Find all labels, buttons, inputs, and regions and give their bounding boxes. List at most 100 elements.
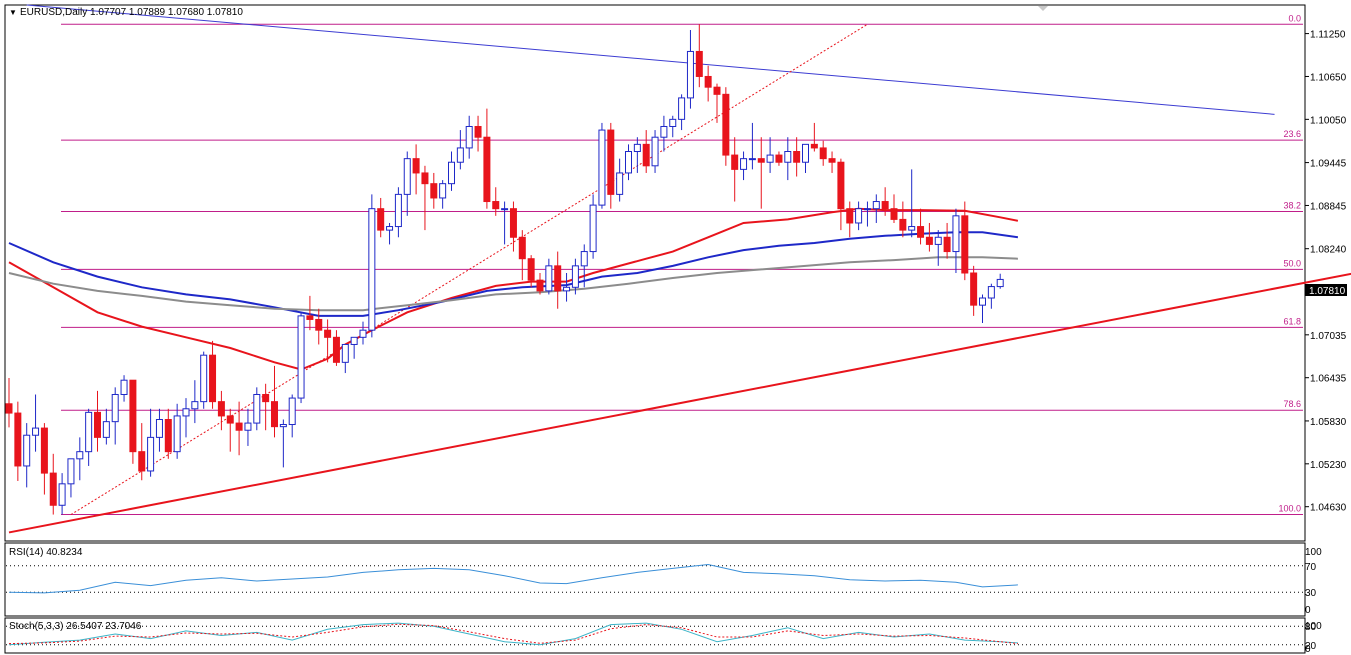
candle-body-79 [704, 75, 712, 88]
fib-level-label-2: 38.2 [1283, 201, 1301, 211]
candle-body-34 [306, 315, 314, 320]
candle-110 [979, 294, 986, 324]
candle-35 [315, 308, 323, 345]
candle-body-18 [164, 419, 172, 453]
candle-body-53 [474, 125, 482, 138]
candle-body-32 [288, 397, 296, 426]
rsi-indicator: 100 70 30 0 [6, 547, 1322, 616]
collapse-marker[interactable]: ▼ [9, 8, 17, 17]
candle-body-45 [403, 158, 411, 195]
candle-77 [686, 30, 694, 109]
candle-body-86 [766, 154, 774, 163]
candle-body-23 [209, 354, 217, 403]
candle-body-57 [509, 208, 517, 238]
candle-16 [147, 408, 155, 477]
candle-body-6 [58, 483, 66, 506]
candle-body-105 [934, 236, 942, 245]
candle-11 [102, 408, 110, 445]
main-price-panel[interactable] [4, 4, 1306, 542]
candle-body-4 [40, 427, 48, 474]
candle-40 [359, 321, 367, 345]
candle-body-108 [961, 215, 969, 274]
candle-body-80 [713, 86, 721, 95]
candle-56 [501, 201, 509, 245]
candle-body-36 [324, 329, 332, 338]
candle-1 [14, 401, 22, 481]
candle-37 [332, 330, 340, 366]
rsi-line [8, 563, 1018, 594]
candle-95 [846, 201, 854, 238]
candle-body-43 [386, 226, 394, 231]
candle-42 [377, 197, 385, 238]
candle-71 [633, 137, 641, 173]
candle-2 [23, 423, 31, 488]
candle-body-15 [138, 451, 146, 472]
candle-112 [996, 273, 1004, 289]
candle-57 [509, 201, 517, 252]
candle-87 [775, 151, 783, 166]
candle-body-101 [899, 218, 907, 231]
candle-body-71 [633, 143, 641, 153]
candle-24 [217, 390, 225, 431]
trendline-resistance [26, 4, 1275, 115]
candle-body-50 [448, 161, 455, 185]
candle-8 [76, 437, 84, 481]
candle-13 [120, 375, 128, 402]
candle-body-88 [784, 151, 792, 163]
candle-body-98 [872, 201, 880, 210]
candle-body-8 [76, 451, 84, 460]
candle-body-29 [262, 393, 270, 403]
candle-59 [527, 255, 535, 288]
candle-97 [863, 201, 871, 227]
candle-73 [651, 130, 659, 173]
candle-21 [191, 380, 199, 424]
candle-body-12 [111, 393, 119, 423]
candle-body-75 [669, 118, 677, 127]
candle-105 [934, 230, 942, 266]
candle-body-49 [439, 183, 447, 199]
candle-12 [111, 387, 119, 445]
stoch-main-line [8, 622, 1018, 646]
candle-body-42 [377, 208, 385, 231]
candle-body-76 [678, 97, 686, 120]
candle-body-1 [14, 412, 22, 467]
candle-44 [394, 187, 402, 238]
candle-body-74 [660, 125, 668, 138]
candle-body-2 [23, 434, 31, 467]
rsi-axis-label-1: 70 [1305, 562, 1317, 573]
candle-body-47 [421, 172, 429, 185]
candle-70 [625, 144, 632, 181]
candle-102 [908, 169, 916, 238]
chart-shift-marker[interactable] [1038, 6, 1048, 11]
candle-body-87 [775, 154, 783, 163]
candle-body-10 [94, 411, 101, 438]
candle-body-63 [563, 286, 571, 292]
candle-body-33 [297, 315, 305, 399]
candle-45 [403, 151, 411, 216]
candle-body-100 [890, 208, 898, 220]
candle-86 [766, 137, 774, 173]
stoch-panel[interactable] [4, 617, 1306, 654]
candle-65 [580, 244, 588, 288]
candle-92 [819, 140, 827, 166]
price-tick-label-4: 1.08845 [1310, 201, 1347, 212]
fib-level-label-6: 100.0 [1278, 504, 1301, 514]
candle-4 [40, 423, 48, 495]
candle-84 [748, 122, 756, 170]
candle-100 [890, 194, 898, 223]
candle-32 [288, 394, 296, 438]
candle-78 [695, 24, 703, 88]
candle-body-62 [554, 265, 562, 292]
candle-38 [341, 343, 349, 374]
candle-body-17 [155, 419, 163, 438]
candle-body-66 [589, 204, 597, 253]
candle-53 [474, 115, 482, 152]
candle-body-91 [810, 143, 818, 149]
candle-98 [872, 194, 880, 223]
candle-body-3 [32, 427, 40, 436]
rsi-panel[interactable] [4, 542, 1306, 617]
candle-body-109 [970, 272, 978, 306]
price-axis[interactable]: 1.11250 1.10650 1.10050 1.09445 1.08845 1.082… [1305, 30, 1347, 514]
rsi-axis-label-0: 100 [1305, 547, 1322, 558]
